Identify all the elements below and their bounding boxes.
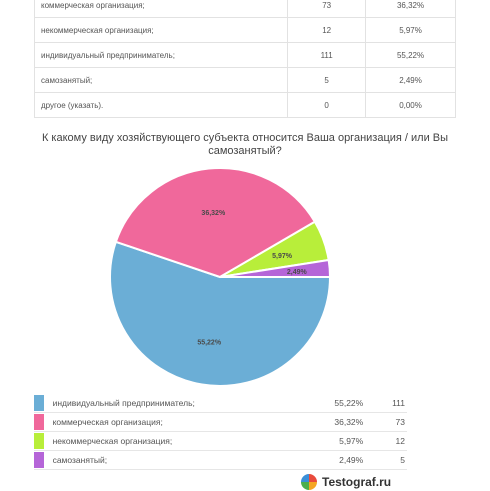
table-row: индивидуальный предприниматель; 111 55,22% <box>33 42 456 68</box>
legend-count: 12 <box>363 431 407 451</box>
legend-item: самозанятый; 2,49% 5 <box>34 450 407 470</box>
legend-count: 5 <box>363 450 407 470</box>
row-percent: 2,49% <box>365 67 456 93</box>
logo-segment <box>301 482 309 490</box>
legend-percent: 2,49% <box>302 450 364 470</box>
legend-count: 111 <box>363 394 407 413</box>
legend-label: коммерческая организация; <box>48 412 303 432</box>
results-table: коммерческая организация; 73 36,32% некомме… <box>33 0 456 118</box>
legend-swatch <box>34 433 44 449</box>
chart-title: К какому виду хозяйствующего субъекта от… <box>41 132 449 157</box>
pie-data-label: 5,97% <box>272 253 293 260</box>
legend-item: коммерческая организация; 36,32% 73 <box>34 412 407 432</box>
table-row: некоммерческая организация; 12 5,97% <box>33 17 456 43</box>
pie-slice <box>219 258 332 278</box>
legend-label: индивидуальный предприниматель; <box>48 394 303 413</box>
legend-count: 73 <box>363 412 407 432</box>
legend-percent: 55,22% <box>302 394 364 413</box>
row-count: 0 <box>287 92 367 118</box>
row-count: 12 <box>287 17 367 43</box>
logo-segment <box>309 482 317 490</box>
row-label: другое (указать). <box>33 92 289 118</box>
chart-legend: индивидуальный предприниматель; 55,22% 111… <box>34 394 407 470</box>
testograf-logo-text: Testograf.ru <box>322 475 392 489</box>
row-percent: 5,97% <box>365 17 456 43</box>
testograf-logo[interactable]: Testograf.ru <box>300 473 391 491</box>
pie-chart: 55,22% 36,32% 5,97% 2,49% <box>109 167 332 387</box>
logo-segment <box>309 474 317 482</box>
pie-data-label: 2,49% <box>287 269 308 276</box>
row-label: индивидуальный предприниматель; <box>33 42 289 68</box>
row-percent: 55,22% <box>365 42 456 68</box>
table-row: другое (указать). 0 0,00% <box>33 92 456 118</box>
testograf-logo-icon <box>301 474 317 490</box>
legend-swatch <box>34 414 44 430</box>
pie-data-label: 55,22% <box>197 340 222 347</box>
legend-swatch <box>34 395 44 411</box>
pie-data-label: 36,32% <box>201 210 226 217</box>
legend-percent: 36,32% <box>302 412 364 432</box>
legend-item: некоммерческая организация; 5,97% 12 <box>34 431 407 451</box>
legend-item: индивидуальный предприниматель; 55,22% 111 <box>34 394 407 413</box>
legend-swatch <box>34 452 44 468</box>
legend-percent: 5,97% <box>302 431 364 451</box>
legend-label: самозанятый; <box>48 450 303 470</box>
row-percent: 0,00% <box>365 92 456 118</box>
row-count: 111 <box>287 42 367 68</box>
legend-label: некоммерческая организация; <box>48 431 303 451</box>
row-count: 5 <box>287 67 367 93</box>
logo-segment <box>301 474 309 482</box>
table-row: коммерческая организация; 73 36,32% <box>33 0 456 18</box>
